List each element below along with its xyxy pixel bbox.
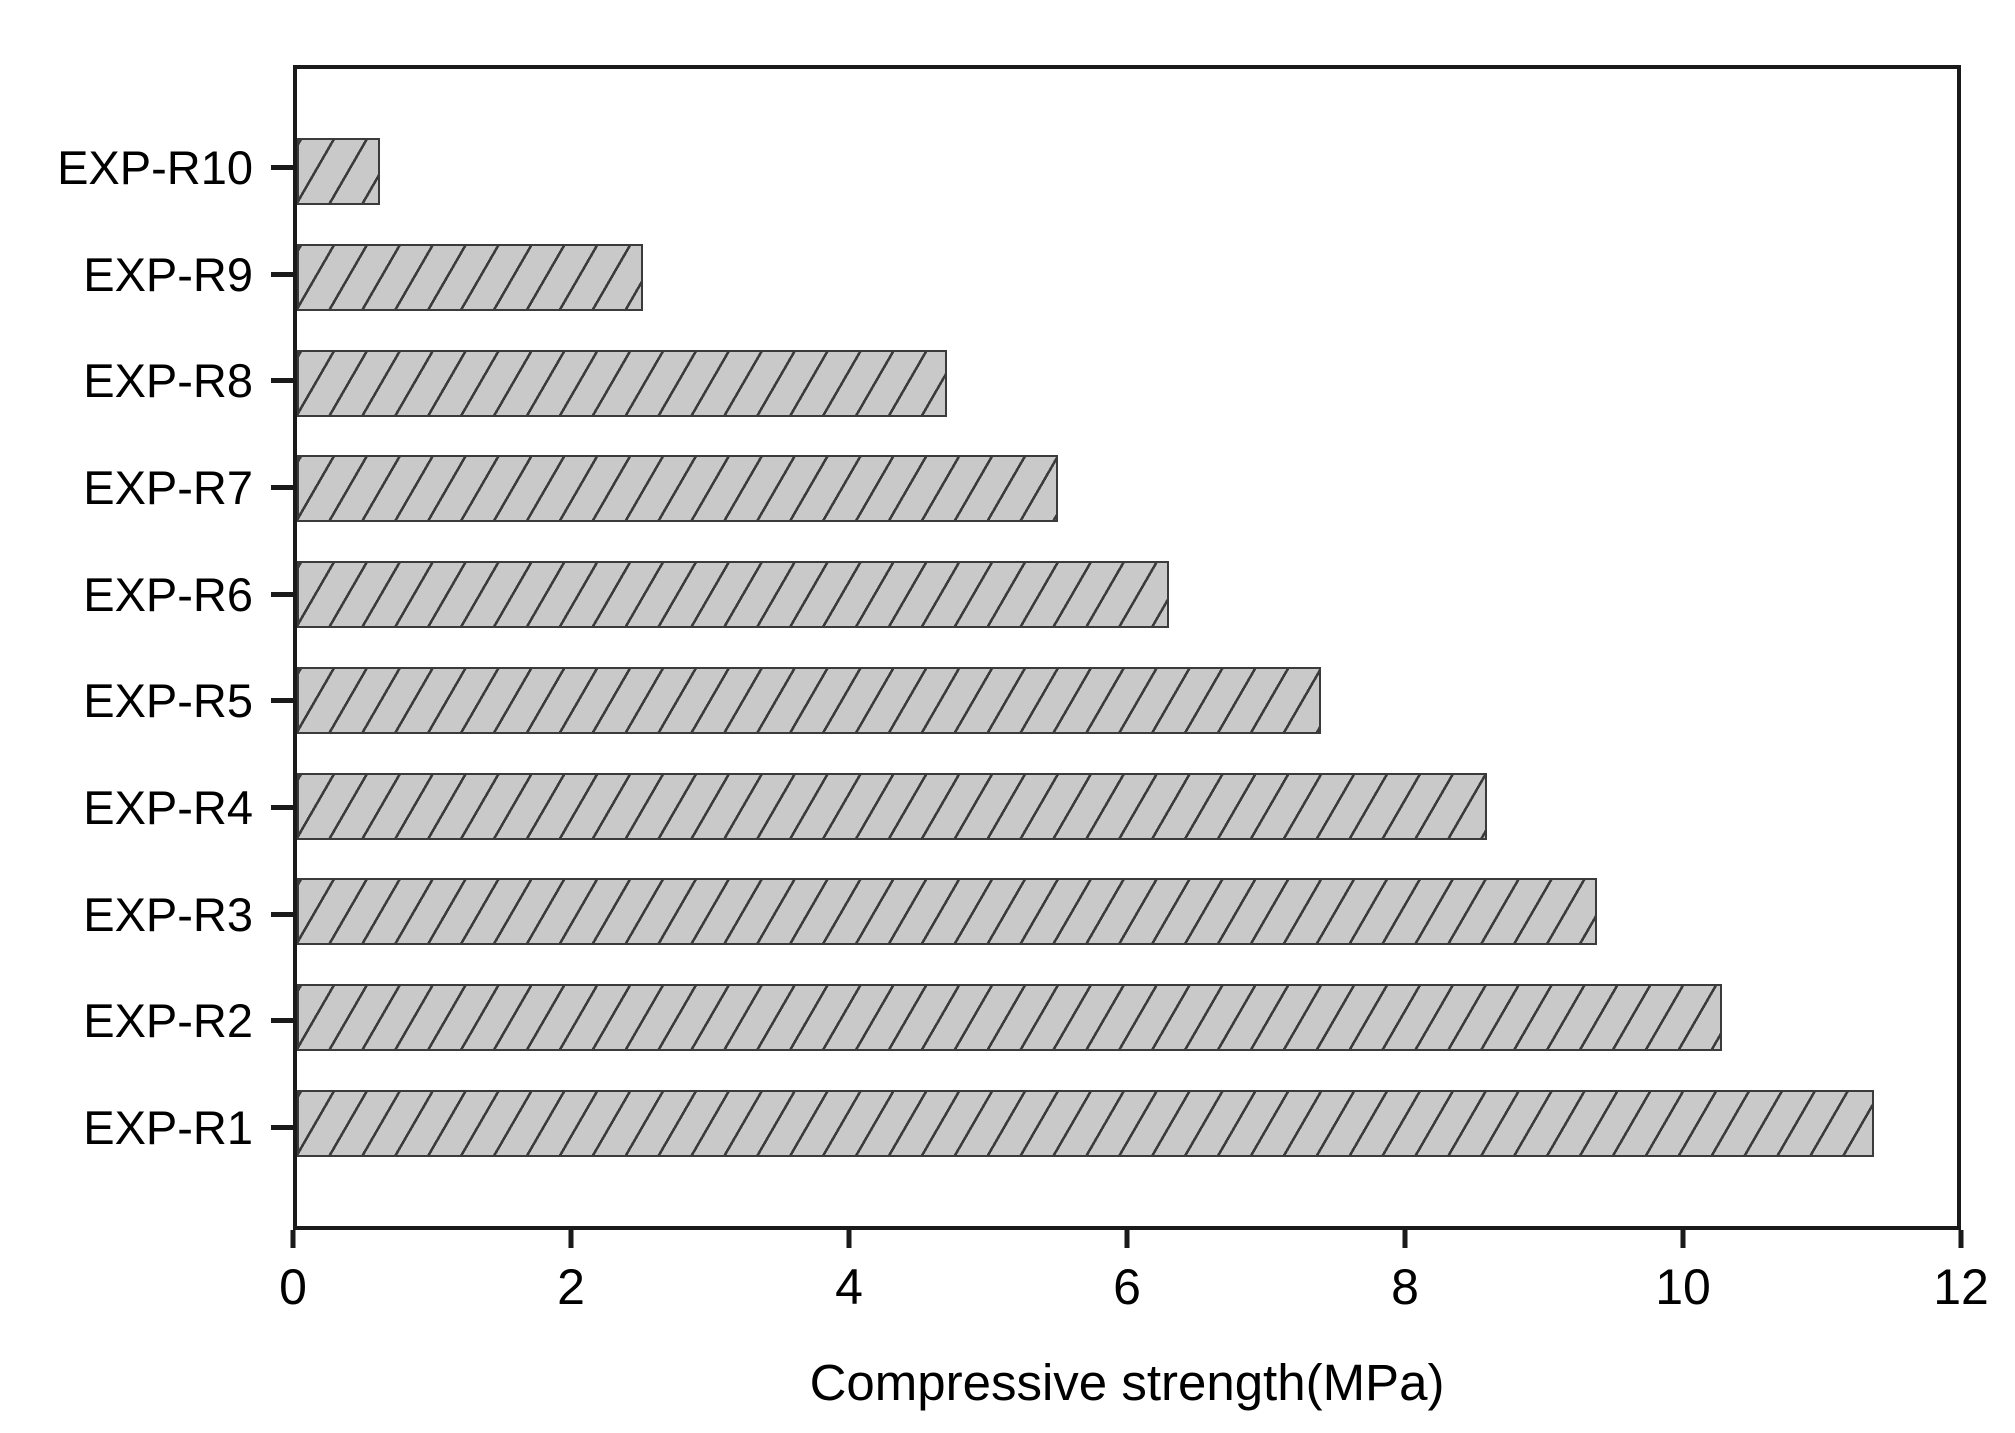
x-tick-label: 2 [557, 1259, 585, 1315]
y-axis-row: EXP-R8 [0, 347, 293, 414]
bar-row [297, 561, 1957, 629]
bar-row [297, 772, 1957, 840]
y-tick-mark [271, 165, 293, 170]
y-tick-label: EXP-R5 [83, 674, 253, 728]
bar-row [297, 1089, 1957, 1157]
y-axis-row: EXP-R6 [0, 561, 293, 628]
y-tick-mark [271, 911, 293, 917]
y-axis-row: EXP-R7 [0, 454, 293, 521]
y-tick-mark [271, 271, 293, 277]
x-tick-label: 0 [279, 1259, 307, 1315]
bar-row [297, 349, 1957, 417]
y-tick-label: EXP-R2 [83, 994, 253, 1048]
bar [297, 1089, 1874, 1157]
y-tick-mark [271, 804, 293, 810]
x-tick-mark [1124, 1230, 1130, 1248]
x-axis-title: Compressive strength(MPa) [809, 1354, 1445, 1411]
x-tick-label: 6 [1113, 1259, 1141, 1315]
bar [297, 455, 1058, 523]
x-tick-mark [846, 1230, 852, 1248]
x-tick-mark [1680, 1230, 1686, 1248]
bar [297, 349, 948, 417]
y-axis-row: EXP-R1 [0, 1094, 293, 1161]
x-tick-mark [1402, 1230, 1408, 1248]
bar-row [297, 984, 1957, 1052]
y-axis-row: EXP-R3 [0, 881, 293, 948]
x-axis-tick-labels: 0 2 4 6 8 10 12 [279, 1259, 1989, 1322]
bar [297, 666, 1321, 734]
y-tick-label: EXP-R7 [83, 460, 253, 514]
y-tick-label: EXP-R4 [83, 780, 253, 834]
bar [297, 243, 643, 311]
y-tick-label: EXP-R6 [83, 567, 253, 621]
y-tick-mark [271, 1124, 293, 1130]
bar [297, 138, 380, 205]
bar-row [297, 666, 1957, 734]
y-tick-mark [271, 698, 293, 704]
x-tick-label: 12 [1933, 1259, 1989, 1315]
bars [297, 69, 1957, 1226]
y-axis-row: EXP-R10 [0, 134, 293, 201]
bar-row [297, 878, 1957, 946]
bar [297, 561, 1169, 629]
y-tick-mark [271, 484, 293, 490]
bar-row [297, 455, 1957, 523]
y-tick-mark [271, 591, 293, 597]
y-tick-label: EXP-R9 [83, 247, 253, 301]
y-tick-label: EXP-R10 [57, 141, 253, 194]
bar-row [297, 243, 1957, 311]
x-tick-mark [1958, 1230, 1964, 1248]
y-tick-mark [271, 378, 293, 384]
x-axis-ticks [290, 1230, 1964, 1250]
bar-row [297, 138, 1957, 205]
x-tick-label: 10 [1655, 1259, 1711, 1315]
y-axis-labels: EXP-R10 EXP-R9 EXP-R8 EXP-R7 EXP-R6 EXP-R5 EXP… [0, 65, 293, 1230]
y-tick-label: EXP-R8 [83, 354, 253, 408]
bar [297, 984, 1722, 1052]
y-axis-row: EXP-R9 [0, 241, 293, 308]
plot-area [293, 65, 1961, 1230]
x-tick-mark [568, 1230, 574, 1248]
y-axis-row: EXP-R2 [0, 987, 293, 1054]
y-tick-label: EXP-R1 [83, 1100, 253, 1154]
bar [297, 878, 1598, 946]
x-tick-label: 4 [835, 1259, 863, 1315]
x-tick-label: 8 [1391, 1259, 1419, 1315]
x-tick-mark [290, 1230, 296, 1248]
y-tick-mark [271, 1018, 293, 1024]
bar [297, 772, 1487, 840]
y-axis-row: EXP-R5 [0, 667, 293, 734]
y-axis-row: EXP-R4 [0, 774, 293, 841]
y-tick-label: EXP-R3 [83, 887, 253, 941]
